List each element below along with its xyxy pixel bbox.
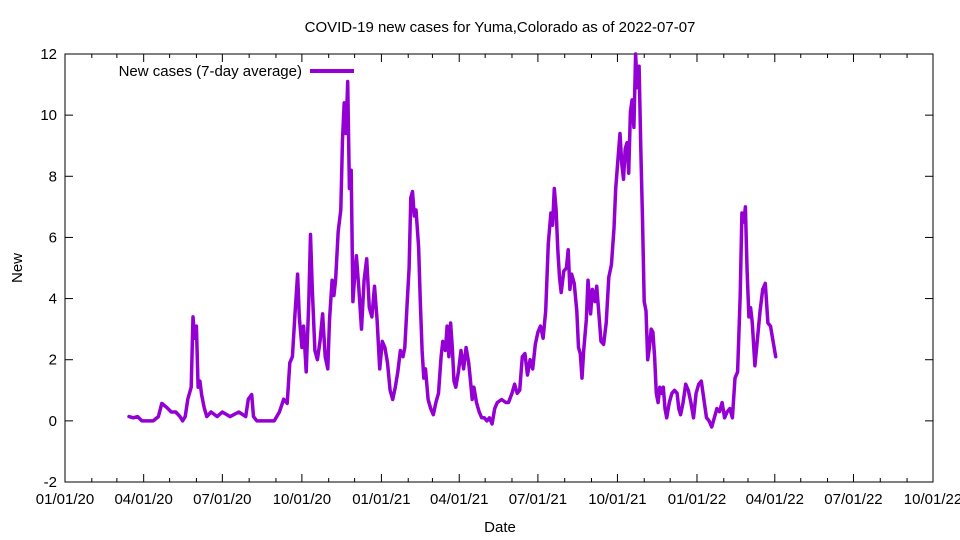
x-axis-label: Date xyxy=(484,519,516,536)
legend: New cases (7-day average) xyxy=(119,63,354,80)
x-tick-label: 04/01/20 xyxy=(114,491,172,508)
y-axis-label: New xyxy=(9,253,26,283)
x-tick-label: 10/01/21 xyxy=(588,491,646,508)
x-tick-label: 07/01/22 xyxy=(824,491,882,508)
x-axis: 01/01/20 04/01/20 07/01/20 10/01/20 01/01/21… xyxy=(36,54,960,508)
legend-label: New cases (7-day average) xyxy=(119,63,302,80)
series-layer xyxy=(127,52,778,429)
x-tick-label: 10/01/22 xyxy=(904,491,960,508)
x-tick-label: 04/01/21 xyxy=(430,491,488,508)
x-tick-label: 01/01/21 xyxy=(352,491,410,508)
y-axis: -2 0 2 4 6 8 10 12 xyxy=(40,46,933,491)
x-tick-label: 01/01/20 xyxy=(36,491,94,508)
x-tick-label: 07/01/21 xyxy=(509,491,567,508)
y-tick-label: 4 xyxy=(49,291,57,308)
chart-title: COVID-19 new cases for Yuma,Colorado as … xyxy=(305,19,696,36)
y-tick-label: 0 xyxy=(49,413,57,430)
x-tick-label: 01/01/22 xyxy=(668,491,726,508)
y-tick-label: 8 xyxy=(49,168,57,185)
y-tick-label: 12 xyxy=(40,46,57,63)
series-line-0 xyxy=(127,52,778,429)
x-tick-label: 10/01/20 xyxy=(273,491,331,508)
x-tick-label: 07/01/20 xyxy=(193,491,251,508)
y-tick-label: 10 xyxy=(40,107,57,124)
plot-frame xyxy=(64,53,934,483)
y-tick-label: -2 xyxy=(44,474,57,491)
y-tick-label: 2 xyxy=(49,352,57,369)
x-tick-label: 04/01/22 xyxy=(746,491,804,508)
y-tick-label: 6 xyxy=(49,229,57,246)
